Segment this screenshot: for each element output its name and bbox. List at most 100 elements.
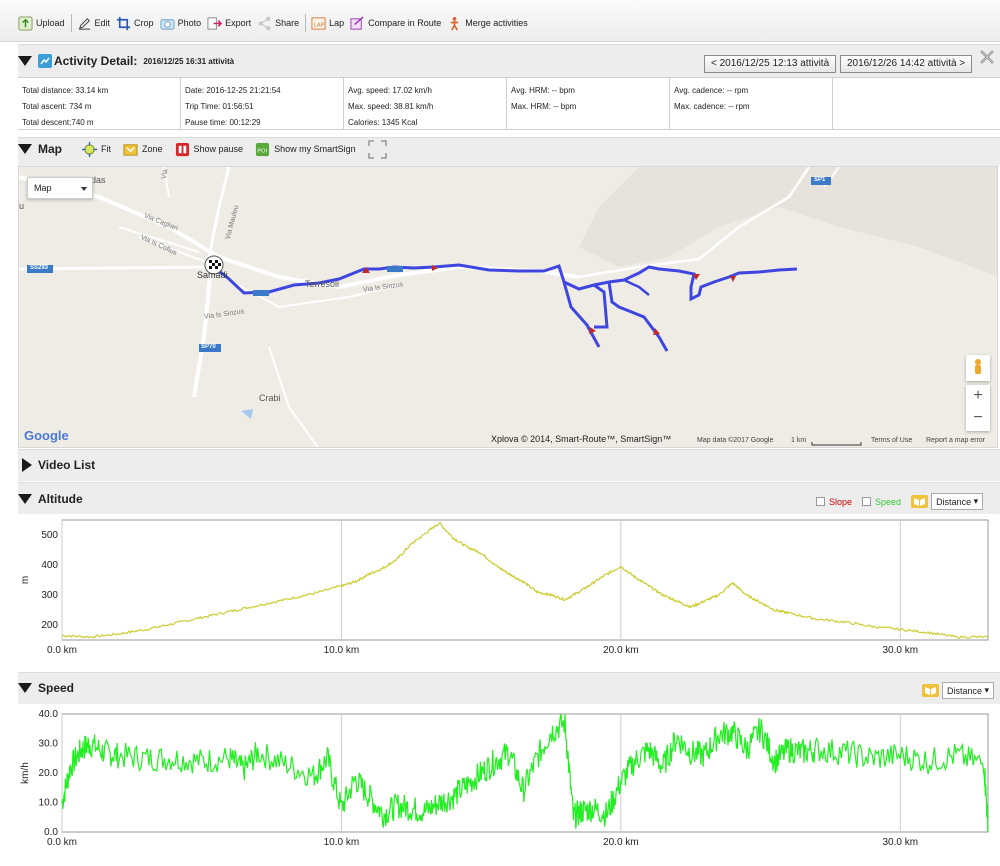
compare-in-route-button[interactable]: Compare in Route [350,14,441,32]
altitude-axis-dropdown[interactable]: Distance ▾ [911,493,984,510]
pause-icon [175,142,189,156]
show-smartsign-label: Show my SmartSign [274,144,356,154]
stat-value: Pause time: 00:12:29 [185,118,261,127]
y-axis-label: km/h [20,762,31,784]
pegman-icon [975,359,981,374]
crop-label: Crop [134,18,154,28]
activity-detail-title: Activity Detail: [54,54,138,68]
map-title: Map [38,142,62,156]
activity-type-icon [38,54,52,68]
fit-button[interactable]: Fit [82,141,111,157]
close-icon[interactable] [978,48,996,66]
expand-triangle-icon[interactable] [22,458,32,472]
book-icon [922,684,939,697]
lap-button[interactable]: LAP Lap [311,14,344,32]
stat-value: Max. cadence: -- rpm [674,102,750,111]
book-icon [911,495,929,508]
share-label: Share [275,18,300,28]
fit-icon [82,141,97,157]
x-tick-label: 20.0 km [603,645,639,656]
chevron-down-icon [81,187,87,191]
compare-icon [350,15,364,30]
svg-text:LAP: LAP [314,22,325,28]
edit-label: Edit [94,18,111,28]
upload-icon [18,15,33,31]
video-list-title: Video List [38,458,96,472]
checkbox-box [862,497,872,506]
fit-label: Fit [101,144,111,154]
export-button[interactable]: Export [207,14,251,32]
lap-icon: LAP [311,16,326,30]
previous-activity-button[interactable]: < 2016/12/25 12:13 attività [704,55,837,73]
upload-button[interactable]: Upload [18,14,65,32]
stats-column: Avg. speed: 17.02 km/h Max. speed: 38.81… [344,78,507,129]
stat-value: Avg. cadence: -- rpm [674,86,749,95]
collapse-triangle-icon[interactable] [18,494,32,504]
speed-axis-dropdown[interactable]: Distance ▾ [922,682,995,699]
map-type-select[interactable]: Map [27,177,93,199]
collapse-triangle-icon[interactable] [18,144,32,154]
video-list-header[interactable]: Video List [18,454,1000,476]
series-line [61,521,989,639]
crop-button[interactable]: Crop [116,14,154,32]
crop-icon [116,16,131,30]
x-tick-label: 30.0 km [882,837,918,848]
merge-activities-button[interactable]: Merge activities [447,14,528,32]
slope-checkbox[interactable]: Slope [816,497,852,507]
show-pause-button[interactable]: Show pause [175,142,243,157]
next-activity-button[interactable]: 2016/12/26 14:42 attività > [840,55,973,73]
y-tick-label: 20.0 [39,768,59,779]
compare-label: Compare in Route [368,18,442,28]
stat-value: Calories: 1345 Kcal [348,118,418,127]
zoom-out-button[interactable]: − [973,409,983,426]
map-canvas [19,167,997,447]
speed-checkbox[interactable]: Speed [862,497,901,507]
speed-chart[interactable]: 0.0 km 10.0 km 20.0 km 30.0 km 0.0 10.0 20.0 30… [18,704,998,864]
merge-label: Merge activities [465,18,528,28]
y-tick-label: 300 [41,590,58,601]
google-logo: Google [24,428,69,443]
y-tick-label: 10.0 [39,798,59,809]
stats-column: Avg. cadence: -- rpm Max. cadence: -- rp… [670,78,833,129]
zone-button[interactable]: Zone [123,142,163,157]
series-line [61,713,989,833]
stat-value: Avg. speed: 17.02 km/h [348,86,432,95]
zoom-controls: + − [966,385,990,431]
photo-button[interactable]: Photo [160,14,202,32]
y-tick-label: 40.0 [39,709,59,720]
stat-value: Total descent:740 m [22,118,94,127]
road-shield-label: SP1 [814,177,826,183]
y-tick-label: 500 [41,530,58,541]
street-view-button[interactable] [966,355,990,381]
stat-value: Max. HRM: -- bpm [511,102,577,111]
collapse-triangle-icon[interactable] [18,56,32,66]
zoom-in-button[interactable]: + [973,387,983,404]
stat-value: Total ascent: 734 m [22,102,92,111]
share-button[interactable]: Share [257,14,299,32]
speed-header: Speed Distance ▾ [18,677,1000,699]
report-map-error-link[interactable]: Report a map error [926,437,986,444]
fullscreen-button[interactable] [367,139,391,159]
speed-title: Speed [38,681,75,695]
zone-label: Zone [142,144,163,154]
show-smartsign-button[interactable]: POI Show my SmartSign [255,142,356,157]
activity-header-band [18,44,1000,77]
edit-button[interactable]: Edit [77,14,111,32]
map-label: u [19,201,25,211]
altitude-chart-panel: 0.0 km 10.0 km 20.0 km 30.0 km 200 300 400 500 m [18,514,998,672]
map-header: Map Fit Zone Show pause POI Show my Smar… [18,138,1000,160]
terms-link[interactable]: Terms of Use [871,437,913,444]
route-map[interactable]: das u Via Cagliari Via Mauleu Via Is Cof… [18,166,998,448]
y-axis-label: m [20,576,31,584]
toolbar-divider [305,14,307,32]
road-shield-label: SP70 [201,344,216,350]
altitude-band [18,482,1000,514]
collapse-triangle-icon[interactable] [18,683,32,693]
stats-column [833,78,996,129]
stats-column: Date: 2016-12-25 21:21:54 Trip Time: 01:… [181,78,344,129]
stats-column: Total distance: 33.14 km Total ascent: 7… [18,78,181,129]
altitude-chart[interactable]: 0.0 km 10.0 km 20.0 km 30.0 km 200 300 400 500 m [18,514,998,672]
fullscreen-icon [367,139,387,159]
edit-icon [78,17,90,30]
photo-label: Photo [177,18,202,28]
